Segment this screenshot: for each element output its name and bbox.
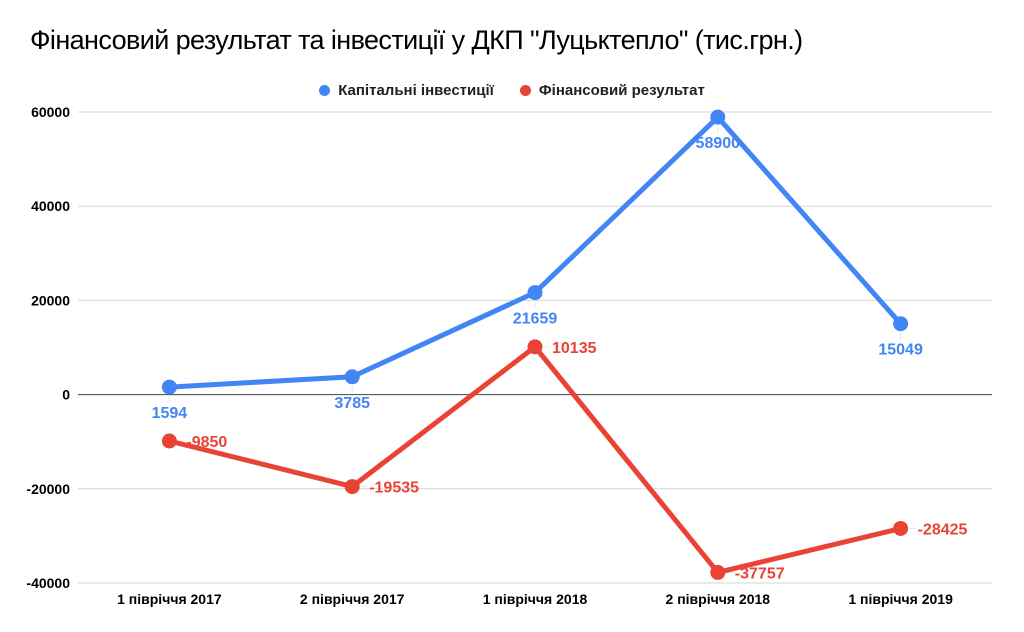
data-point: [161, 379, 177, 395]
x-axis-label: 2 півріччя 2017: [300, 591, 405, 607]
y-axis-tick-label: 0: [62, 387, 70, 403]
data-point-label: 58900: [696, 135, 741, 152]
chart-title: Фінансовий результат та інвестиції у ДКП…: [30, 25, 803, 55]
data-point-label: 15049: [878, 342, 923, 359]
legend-label: Капітальні інвестиції: [338, 81, 494, 99]
legend-label: Фінансовий результат: [538, 81, 705, 99]
data-point-label: 3785: [334, 395, 370, 412]
data-point: [710, 564, 726, 580]
data-point-label: -19535: [369, 480, 419, 497]
y-axis-tick-label: -20000: [26, 481, 70, 497]
legend-dot-blue-icon: [319, 84, 331, 96]
data-point: [344, 369, 360, 385]
x-axis-label: 1 півріччя 2018: [483, 591, 588, 607]
data-point: [344, 479, 360, 495]
data-point-label: 10135: [552, 340, 597, 357]
legend-item-financial-result: Фінансовий результат: [519, 81, 705, 99]
data-point: [893, 316, 909, 332]
data-point: [893, 520, 909, 536]
y-axis-tick-label: 20000: [31, 292, 70, 308]
x-axis-label: 1 півріччя 2019: [848, 591, 953, 607]
y-axis-tick-label: 40000: [31, 198, 70, 214]
chart-legend: Капітальні інвестиції Фінансовий результ…: [0, 80, 1024, 100]
data-point-label: 1594: [152, 405, 188, 422]
data-point-label: 21659: [513, 311, 558, 328]
legend-dot-red-icon: [519, 84, 531, 96]
data-point: [527, 339, 543, 355]
x-axis-label: 2 півріччя 2018: [666, 591, 771, 607]
y-axis-tick-label: -40000: [26, 575, 70, 591]
y-axis-tick-label: 60000: [31, 104, 70, 120]
data-point-label: -37757: [735, 565, 785, 582]
data-point-label: -9850: [186, 434, 227, 451]
data-point: [161, 433, 177, 449]
data-point: [527, 285, 543, 301]
legend-item-capital-investments: Капітальні інвестиції: [319, 82, 494, 99]
data-point: [710, 109, 726, 125]
data-point-label: -28425: [918, 521, 968, 538]
x-axis-label: 1 півріччя 2017: [117, 591, 222, 607]
